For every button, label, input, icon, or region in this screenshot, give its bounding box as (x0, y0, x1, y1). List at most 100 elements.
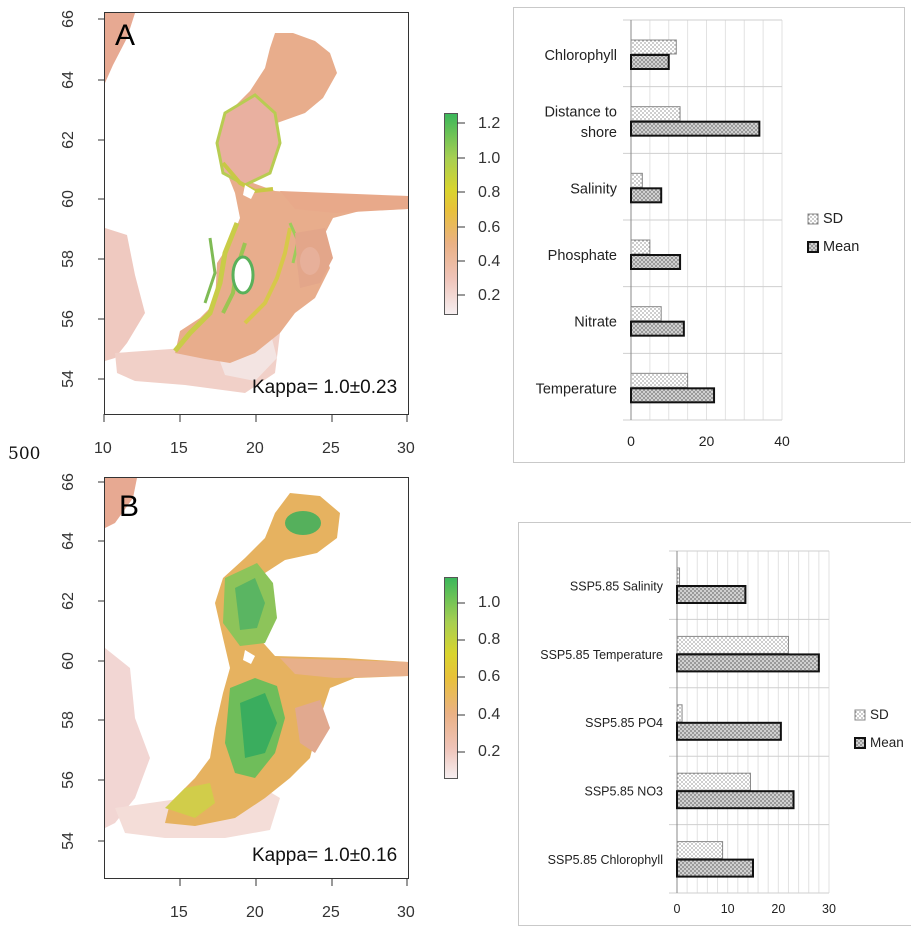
bar-sd (676, 567, 681, 586)
bar-mean (676, 653, 820, 673)
bar-sd (630, 106, 681, 122)
category-label: SSP5.85 Chlorophyll (548, 853, 663, 867)
legend-label: Mean (823, 239, 859, 255)
category-label: shore (581, 125, 617, 141)
bar-sd (630, 239, 651, 255)
map-b-colorbar-tick: 0.2 (478, 743, 501, 760)
legend-swatch-sd (807, 213, 819, 225)
map-b-y-tick: 62 (59, 592, 77, 610)
legend-swatch-mean (854, 737, 866, 749)
map-b-kappa-label: Kappa= 1.0±0.16 (252, 845, 398, 866)
bar-chart-1-panel: Chlorophyll Distance to shore Salinity Phosp… (513, 7, 905, 463)
map-b-y-tick: 56 (59, 771, 77, 789)
bar-sd (630, 306, 662, 322)
map-a-colorbar-tick: 0.6 (478, 219, 501, 236)
category-label: Phosphate (548, 248, 617, 264)
map-b-colorbar-tick: 1.0 (478, 594, 501, 611)
x-tick-label: 0 (674, 902, 681, 916)
x-tick-label: 0 (627, 433, 635, 449)
bar-sd (630, 39, 677, 55)
bar-mean (676, 858, 754, 878)
map-a-y-tick: 54 (59, 370, 77, 388)
x-tick-label: 40 (774, 433, 790, 449)
map-b-frame: B Kappa= 1.0±0.16 (104, 477, 409, 879)
bar-chart-2: SSP5.85 Salinity SSP5.85 Temperature SSP5.… (540, 550, 904, 916)
map-a-y-tick: 56 (59, 310, 77, 328)
bar-mean (630, 387, 716, 404)
map-b-colorbar-tick: 0.6 (478, 668, 501, 685)
bar-mean (676, 790, 795, 810)
category-label: Nitrate (574, 315, 617, 331)
map-a-colorbar-tick: 0.4 (478, 253, 501, 270)
bar-mean (676, 721, 782, 741)
map-a-image (105, 13, 408, 393)
map-a-colorbar (444, 113, 458, 315)
legend-swatch-mean (807, 241, 819, 253)
category-label: SSP5.85 Salinity (570, 579, 664, 593)
map-a-x-tick: 25 (322, 440, 340, 457)
x-tick-label: 30 (822, 902, 836, 916)
map-a-colorbar-tick: 0.8 (478, 184, 501, 201)
bar-mean (630, 54, 670, 70)
map-a-y-tick: 58 (59, 250, 77, 268)
map-a-y-tick: 62 (59, 131, 77, 149)
map-b-x-tick: 20 (246, 904, 264, 921)
bar-sd (676, 841, 724, 860)
map-b-panel-letter: B (119, 490, 140, 523)
map-a-x-tick: 10 (94, 440, 112, 457)
bar-sd (630, 172, 643, 188)
map-a-colorbar-tick: 1.2 (478, 115, 501, 132)
category-label: SSP5.85 NO3 (584, 785, 663, 799)
bar-sd (676, 772, 751, 791)
map-a-x-tick: 20 (246, 440, 264, 457)
map-b-colorbar (444, 577, 458, 779)
map-b-x-tick: 30 (397, 904, 415, 921)
map-a-x-tick: 30 (397, 440, 415, 457)
legend-label: Mean (870, 735, 904, 750)
legend-label: SD (870, 707, 889, 722)
stray-label: 500 (8, 444, 41, 464)
map-a-colorbar-tickmarks (457, 122, 465, 296)
bar-mean (676, 585, 747, 604)
category-label: Chlorophyll (544, 48, 617, 64)
map-b-y-tick: 54 (59, 832, 77, 850)
bar-chart-2-panel: SSP5.85 Salinity SSP5.85 Temperature SSP5.… (518, 522, 911, 926)
map-b-x-tick: 15 (170, 904, 188, 921)
legend-swatch-sd (854, 709, 866, 721)
category-label: Temperature (536, 381, 617, 397)
bar-chart-1: Chlorophyll Distance to shore Salinity Phosp… (536, 19, 859, 449)
bar-mean (630, 254, 682, 270)
category-label: SSP5.85 PO4 (585, 716, 663, 730)
map-a-kappa-label: Kappa= 1.0±0.23 (252, 377, 398, 398)
x-tick-label: 20 (699, 433, 715, 449)
map-a-panel-letter: A (115, 19, 136, 52)
map-a-colorbar-tick: 0.2 (478, 287, 501, 304)
bar-sd (630, 372, 689, 388)
x-tick-label: 10 (721, 902, 735, 916)
bar-mean (630, 120, 761, 137)
map-b-colorbar-tick: 0.4 (478, 706, 501, 723)
category-label: Distance to (544, 104, 617, 120)
bar-sd (676, 635, 789, 654)
map-b-colorbar-tickmarks (457, 602, 465, 753)
map-a-y-tick: 66 (59, 10, 77, 28)
map-a-y-tick: 60 (59, 190, 77, 208)
map-a-frame: A Kappa= 1.0±0.23 (104, 12, 409, 415)
x-tick-label: 20 (771, 902, 785, 916)
bar-mean (630, 187, 663, 204)
bar-mean (630, 320, 685, 337)
map-b-y-tick: 64 (59, 532, 77, 550)
map-a-axis-ticks (98, 18, 408, 422)
map-a-x-tick: 15 (170, 440, 188, 457)
bar-sd (676, 704, 683, 723)
legend-label: SD (823, 211, 843, 227)
map-b-x-tick: 25 (322, 904, 340, 921)
map-a-colorbar-tick: 1.0 (478, 150, 501, 167)
category-label: Salinity (570, 181, 617, 197)
category-label: SSP5.85 Temperature (540, 648, 663, 662)
map-b-colorbar-tick: 0.8 (478, 631, 501, 648)
map-b-y-tick: 58 (59, 711, 77, 729)
map-b-image (105, 478, 408, 838)
map-a-y-tick: 64 (59, 71, 77, 89)
map-b-axis-ticks (98, 481, 408, 886)
